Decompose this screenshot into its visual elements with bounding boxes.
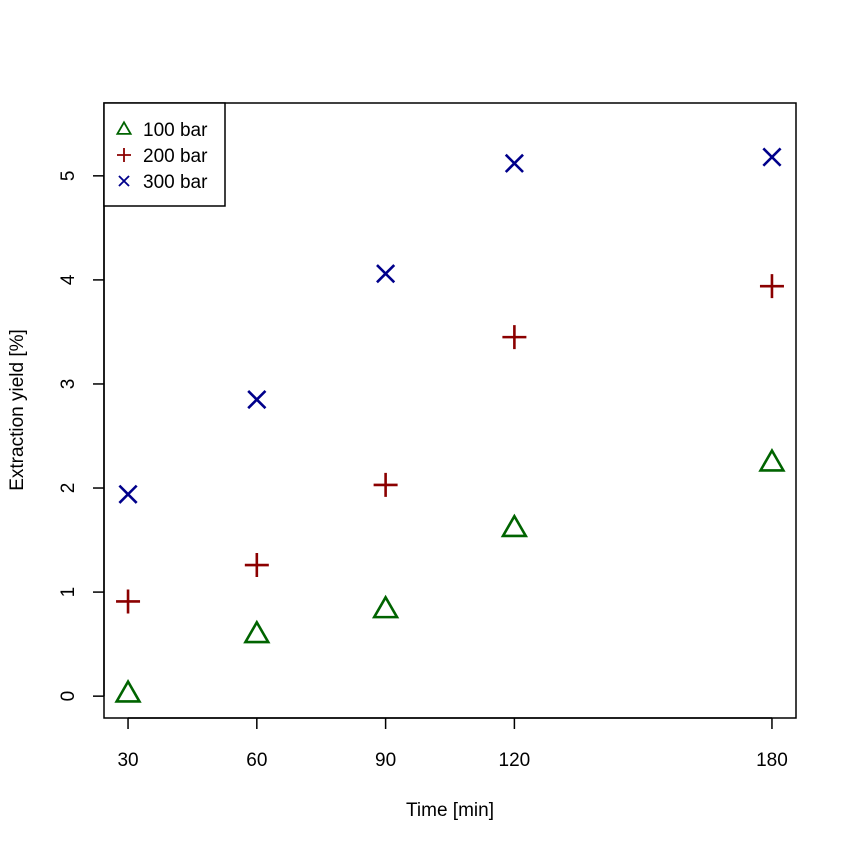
legend-marker-cross <box>118 175 130 187</box>
legend-marker-triangle <box>115 120 133 135</box>
data-point-cross <box>762 147 782 167</box>
y-tick-label: 1 <box>58 587 79 598</box>
legend-label: 100 bar <box>143 120 208 141</box>
legend-label: 200 bar <box>143 146 208 167</box>
data-point-triangle <box>758 448 786 472</box>
data-point-triangle <box>114 679 142 703</box>
y-tick-label: 2 <box>58 483 79 494</box>
legend-label: 300 bar <box>143 172 208 193</box>
data-point-cross <box>247 390 267 410</box>
data-point-plus <box>244 553 269 578</box>
data-point-triangle <box>500 513 529 538</box>
y-tick-label: 3 <box>58 379 79 390</box>
data-point-cross <box>118 484 138 504</box>
series-plus <box>116 274 784 614</box>
x-axis: 30 60 90 120 180 <box>117 717 788 771</box>
series-triangle <box>114 448 786 703</box>
data-point-plus <box>759 274 784 299</box>
data-point-plus <box>373 472 398 497</box>
y-tick-label: 5 <box>58 171 79 182</box>
x-tick-label: 30 <box>117 750 138 771</box>
x-axis-label: Time [min] <box>406 800 494 821</box>
data-point-plus <box>502 325 527 350</box>
y-tick-label: 4 <box>58 274 79 285</box>
data-point-cross <box>504 153 524 173</box>
data-point-triangle <box>371 594 400 619</box>
series-cross <box>118 147 782 504</box>
x-tick-label: 120 <box>499 750 531 771</box>
data-points <box>114 147 786 703</box>
x-tick-label: 180 <box>756 750 788 771</box>
x-tick-label: 60 <box>246 750 267 771</box>
x-tick-label: 90 <box>375 750 396 771</box>
data-point-plus <box>116 589 141 614</box>
y-axis: 0 1 2 3 4 5 <box>58 171 105 702</box>
y-axis-label: Extraction yield [%] <box>7 329 28 491</box>
data-point-triangle <box>243 619 271 644</box>
legend: 100 bar 200 bar 300 bar <box>103 102 226 207</box>
legend-marker-plus <box>117 148 131 162</box>
y-tick-label: 0 <box>58 691 79 702</box>
data-point-cross <box>376 264 396 284</box>
